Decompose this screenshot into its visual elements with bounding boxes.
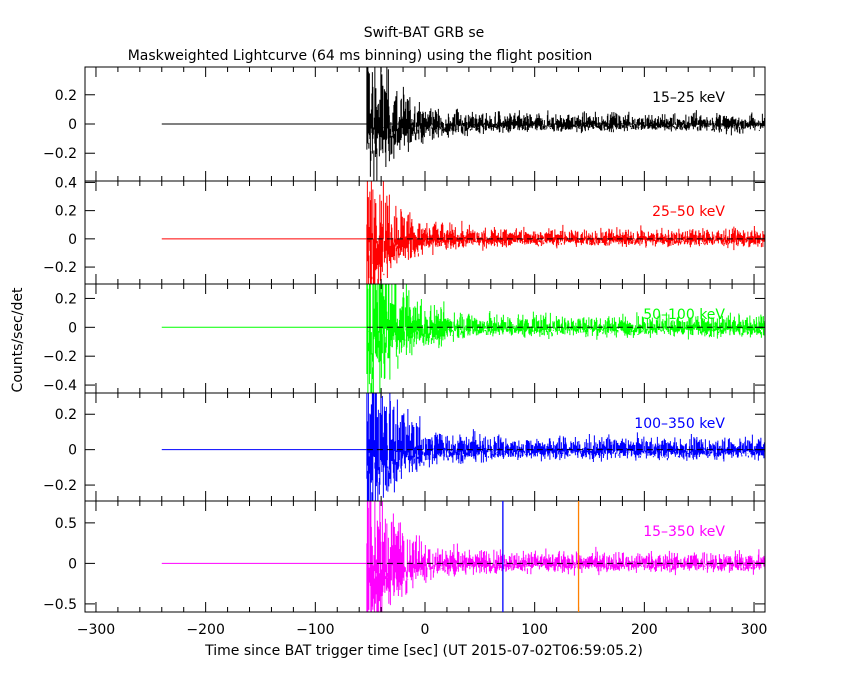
legend-label: 25–50 keV — [652, 204, 725, 220]
y-tick-label: 0.2 — [55, 88, 77, 104]
lightcurve-series — [161, 181, 766, 284]
y-tick-label: −0.5 — [43, 597, 77, 613]
legend-label: 50–100 keV — [643, 307, 725, 323]
lightcurve-series — [161, 393, 766, 501]
x-tick-label: −200 — [186, 622, 224, 638]
lightcurve-series — [161, 501, 766, 612]
panel-1: 0.2 0 −0.2 15–25 keV — [43, 66, 766, 182]
panel-4: 0.2 0 −0.2 100–350 keV — [43, 392, 766, 502]
y-tick-label: −0.2 — [43, 478, 77, 494]
chart-title: Swift-BAT GRB se — [364, 25, 485, 41]
x-tick-label: −300 — [77, 622, 115, 638]
y-tick-label: 0.2 — [55, 291, 77, 307]
x-tick-label: 0 — [421, 622, 430, 638]
legend-label: 15–350 keV — [643, 524, 725, 540]
lightcurve-series — [161, 67, 766, 181]
panel-2: 0.4 0.2 0 −0.2 25–50 keV — [43, 175, 766, 285]
y-tick-label: −0.4 — [43, 378, 77, 394]
x-tick-label: 200 — [631, 622, 658, 638]
y-tick-label: 0.2 — [55, 204, 77, 220]
y-tick-label: 0 — [68, 232, 77, 248]
y-tick-label: −0.2 — [43, 260, 77, 276]
y-tick-label: −0.2 — [43, 146, 77, 162]
y-tick-label: 0.2 — [55, 407, 77, 423]
y-tick-label: 0.4 — [55, 175, 77, 191]
y-axis-label: Counts/sec/det — [10, 287, 26, 392]
y-tick-label: −0.2 — [43, 349, 77, 365]
x-axis-label: Time since BAT trigger time [sec] (UT 20… — [204, 643, 643, 659]
x-tick-label: 300 — [741, 622, 768, 638]
y-tick-label: 0 — [68, 320, 77, 336]
y-tick-label: 0 — [68, 443, 77, 459]
panel-3: 0.2 0 −0.2 −0.4 50–100 keV — [43, 283, 766, 394]
x-tick-label: 100 — [521, 622, 548, 638]
legend-label: 15–25 keV — [652, 90, 725, 106]
y-tick-label: 0 — [68, 117, 77, 133]
y-tick-label: 0.5 — [55, 516, 77, 532]
x-tick-label: −100 — [296, 622, 334, 638]
legend-label: 100–350 keV — [634, 416, 725, 432]
lightcurve-series — [161, 284, 766, 393]
y-tick-label: 0 — [68, 556, 77, 572]
chart-subtitle: Maskweighted Lightcurve (64 ms binning) … — [128, 48, 593, 64]
panel-5: 0.5 0 −0.5 15–350 keV — [43, 500, 766, 613]
panel-frame — [84, 283, 766, 394]
